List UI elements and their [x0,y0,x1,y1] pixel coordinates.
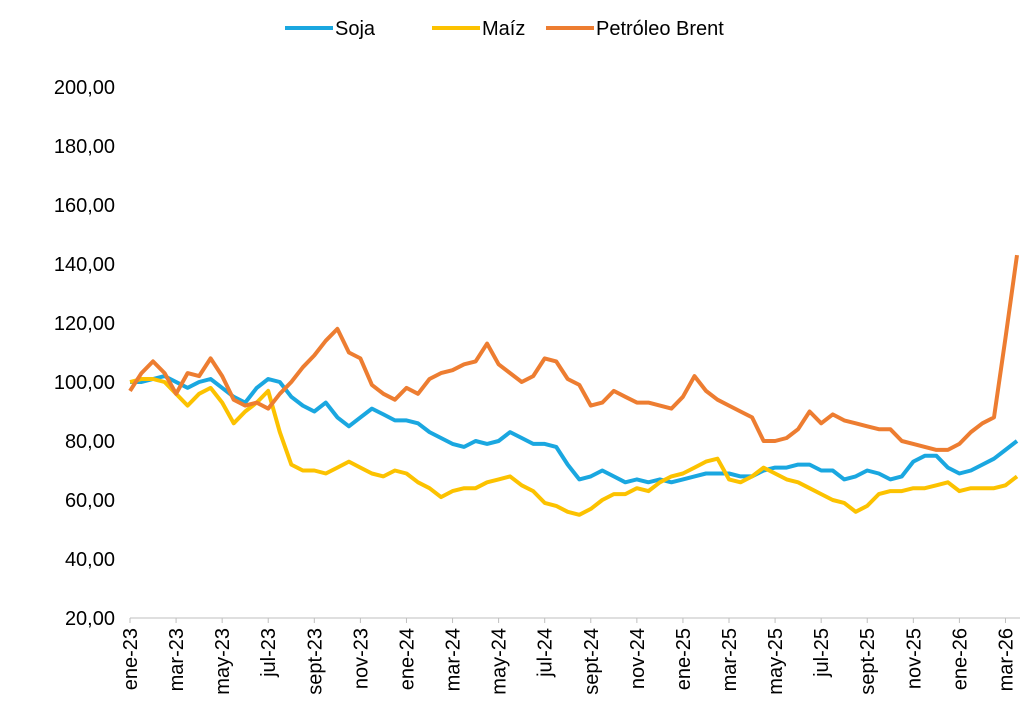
x-tick-label: mar-26 [995,628,1017,691]
x-tick-label: mar-23 [166,628,188,691]
x-tick-label: ene-24 [396,628,418,690]
y-tick-label: 20,00 [65,608,115,630]
y-tick-label: 180,00 [54,136,115,158]
x-tick-label: may-25 [765,628,787,695]
x-tick-label: ene-25 [673,628,695,690]
x-tick-label: sept-24 [581,628,603,695]
x-tick-label: jul-23 [258,628,280,678]
x-tick-label: may-24 [489,628,511,695]
y-tick-label: 60,00 [65,490,115,512]
series-line [129,377,1019,517]
y-tick-label: 80,00 [65,431,115,453]
x-tick-label: mar-25 [719,628,741,691]
y-tick-label: 120,00 [54,313,115,335]
series-line [128,254,1019,452]
legend-label: Maíz [482,18,525,40]
x-tick-label: sept-25 [857,628,879,695]
x-tick-label: jul-24 [535,628,557,678]
legend-label: Petróleo Brent [596,18,724,40]
x-tick-label: sept-23 [304,628,326,695]
x-tick-label: ene-23 [120,628,142,690]
y-tick-label: 100,00 [54,372,115,394]
x-tick-label: mar-24 [443,628,465,691]
series-line [130,374,1019,485]
x-tick-label: nov-24 [627,628,649,689]
y-tick-label: 200,00 [54,77,115,99]
legend-label: Soja [335,18,376,40]
y-tick-label: 140,00 [54,254,115,276]
y-tick-label: 40,00 [65,549,115,571]
x-tick-label: nov-25 [903,628,925,689]
y-tick-label: 160,00 [54,195,115,217]
x-tick-label: jul-25 [811,628,833,678]
x-tick-label: nov-23 [350,628,372,689]
x-tick-label: ene-26 [949,628,971,690]
x-tick-label: may-23 [212,628,234,695]
